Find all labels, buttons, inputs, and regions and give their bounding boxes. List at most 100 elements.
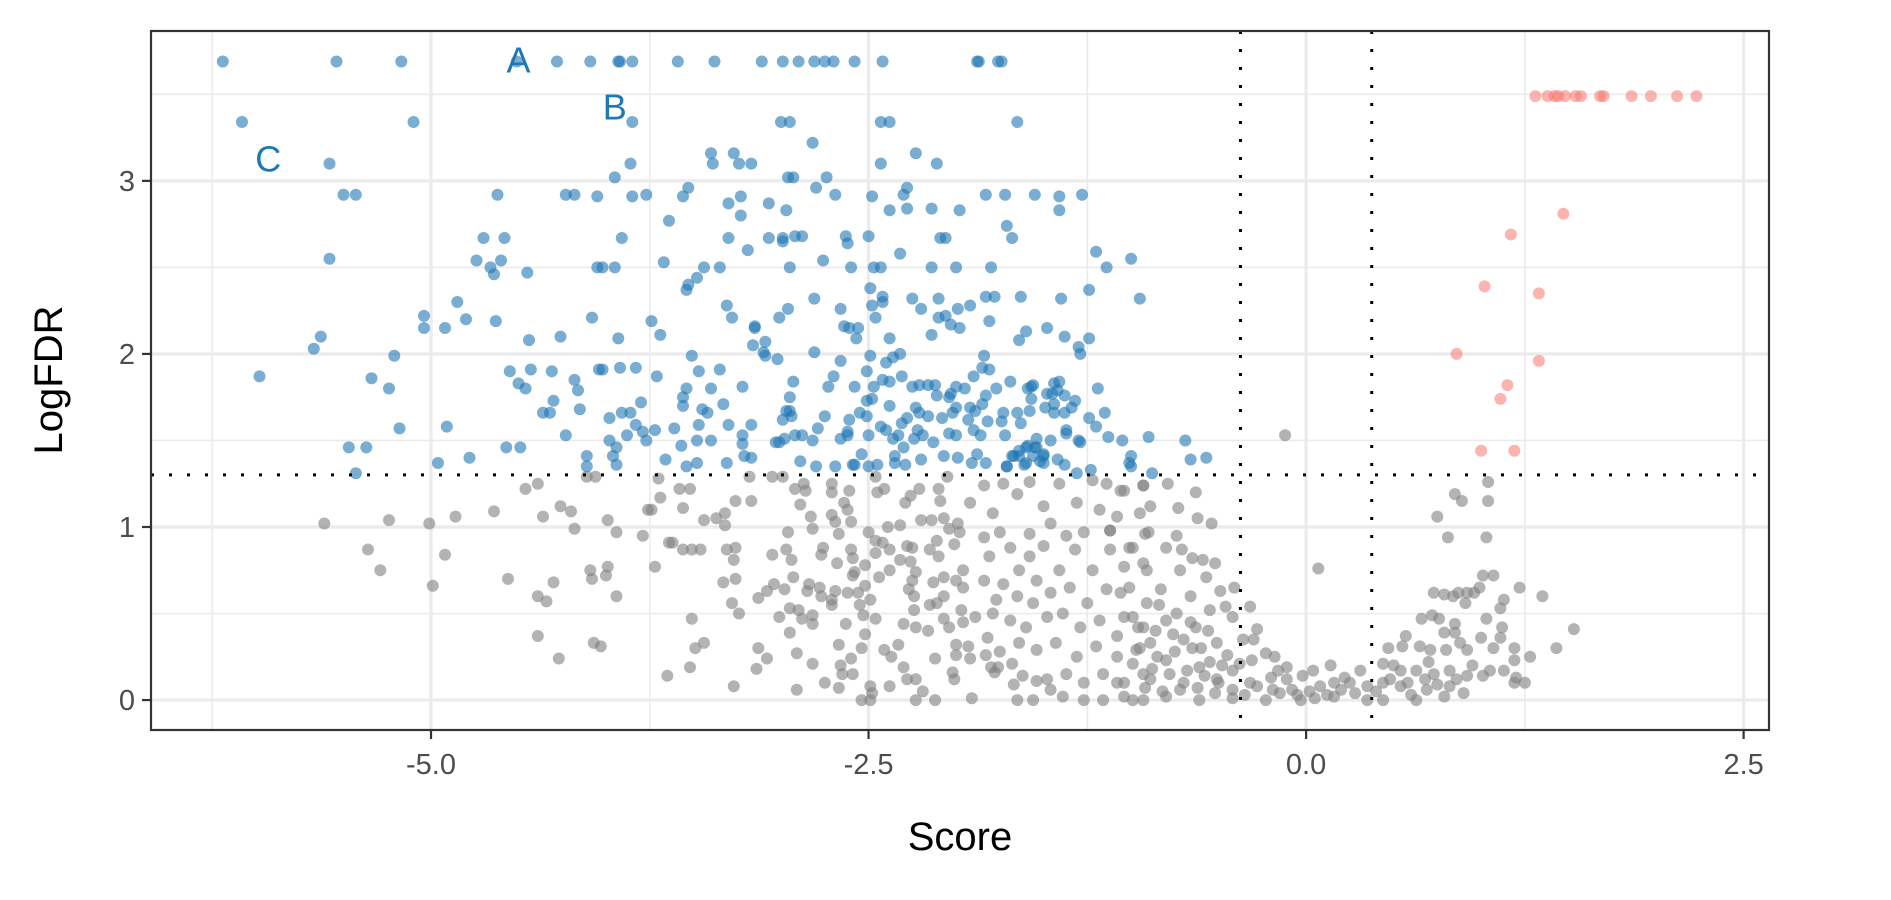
point-ns	[794, 498, 807, 511]
point-down	[1014, 290, 1027, 303]
point-ns	[785, 553, 798, 566]
point-ns	[796, 612, 809, 625]
point-down	[962, 413, 975, 426]
point-down	[1011, 116, 1024, 128]
point-ns	[1480, 531, 1493, 544]
point-ns	[1482, 476, 1495, 488]
point-down	[1083, 332, 1096, 345]
point-down	[1074, 347, 1087, 360]
point-ns	[862, 526, 875, 539]
point-ns	[1273, 687, 1286, 700]
point-down	[883, 399, 896, 412]
point-down	[1014, 417, 1027, 430]
point-down	[323, 157, 336, 170]
point-ns	[1497, 664, 1510, 677]
point-ns	[1494, 602, 1507, 615]
point-ns	[1111, 510, 1124, 523]
point-up	[1625, 90, 1638, 103]
point-down	[808, 292, 821, 305]
point-down	[780, 204, 793, 217]
point-down	[937, 450, 950, 462]
point-down	[843, 322, 856, 334]
point-ns	[1198, 669, 1211, 682]
point-down	[939, 309, 952, 322]
point-ns	[1086, 564, 1099, 577]
point-ns	[1118, 560, 1131, 573]
point-ns	[806, 657, 819, 670]
point-down	[608, 171, 621, 184]
point-ns	[1221, 649, 1234, 662]
point-down	[1041, 322, 1054, 334]
point-down	[523, 334, 535, 347]
point-ns	[1459, 597, 1472, 610]
point-down	[785, 410, 798, 423]
point-down	[544, 406, 556, 419]
point-ns	[1041, 673, 1054, 686]
point-down	[663, 214, 675, 227]
point-ns	[831, 557, 844, 570]
annotations: A B C	[255, 40, 627, 180]
point-down	[610, 458, 623, 471]
point-ns	[488, 505, 500, 518]
point-ns	[825, 486, 838, 499]
point-ns	[1448, 626, 1461, 639]
point-ns	[803, 578, 816, 591]
point-down	[979, 188, 992, 201]
point-down	[951, 451, 964, 464]
point-ns	[909, 621, 922, 634]
point-ns	[1174, 683, 1187, 696]
point-down	[811, 422, 824, 435]
point-ns	[1413, 640, 1426, 653]
point-ns	[600, 569, 612, 582]
y-axis: 0 1 2 3	[119, 166, 151, 717]
point-down	[1090, 420, 1103, 433]
point-down	[1074, 436, 1087, 449]
point-down	[845, 261, 858, 274]
point-down	[829, 460, 842, 473]
point-ns	[1441, 531, 1454, 544]
point-down	[796, 429, 809, 442]
point-down	[922, 410, 935, 423]
point-ns	[929, 694, 942, 707]
point-ns	[1153, 598, 1166, 611]
point-down	[783, 261, 796, 274]
point-down	[586, 311, 598, 324]
point-ns	[832, 527, 845, 540]
point-ns	[743, 470, 756, 483]
point-ns	[845, 515, 858, 528]
point-down	[591, 190, 604, 203]
point-down	[1053, 204, 1066, 217]
point-ns	[1536, 590, 1549, 603]
point-down	[491, 188, 504, 201]
point-ns	[1399, 630, 1412, 642]
point-down	[1179, 434, 1192, 447]
point-down	[626, 190, 639, 203]
point-ns	[894, 519, 907, 532]
point-ns	[1308, 692, 1321, 705]
point-down	[407, 116, 420, 128]
point-down	[997, 406, 1010, 419]
x-tick-label: 2.5	[1723, 749, 1763, 781]
point-ns	[1384, 673, 1397, 686]
point-down	[677, 190, 689, 203]
point-down	[547, 394, 560, 407]
point-down	[822, 380, 835, 393]
point-down	[915, 453, 928, 466]
point-ns	[1259, 694, 1272, 707]
point-ns	[832, 681, 845, 694]
point-ns	[1291, 688, 1304, 701]
point-up	[1475, 444, 1488, 457]
point-ns	[948, 673, 961, 686]
point-ns	[855, 642, 868, 655]
point-down	[559, 188, 572, 201]
point-down	[866, 392, 879, 405]
point-down	[953, 322, 966, 334]
point-ns	[601, 514, 614, 527]
point-ns	[1349, 687, 1362, 700]
point-down	[1125, 252, 1138, 265]
point-ns	[978, 574, 991, 587]
point-ns	[768, 578, 780, 591]
point-down	[782, 302, 794, 315]
point-ns	[1053, 564, 1066, 577]
point-ns	[1126, 694, 1139, 707]
